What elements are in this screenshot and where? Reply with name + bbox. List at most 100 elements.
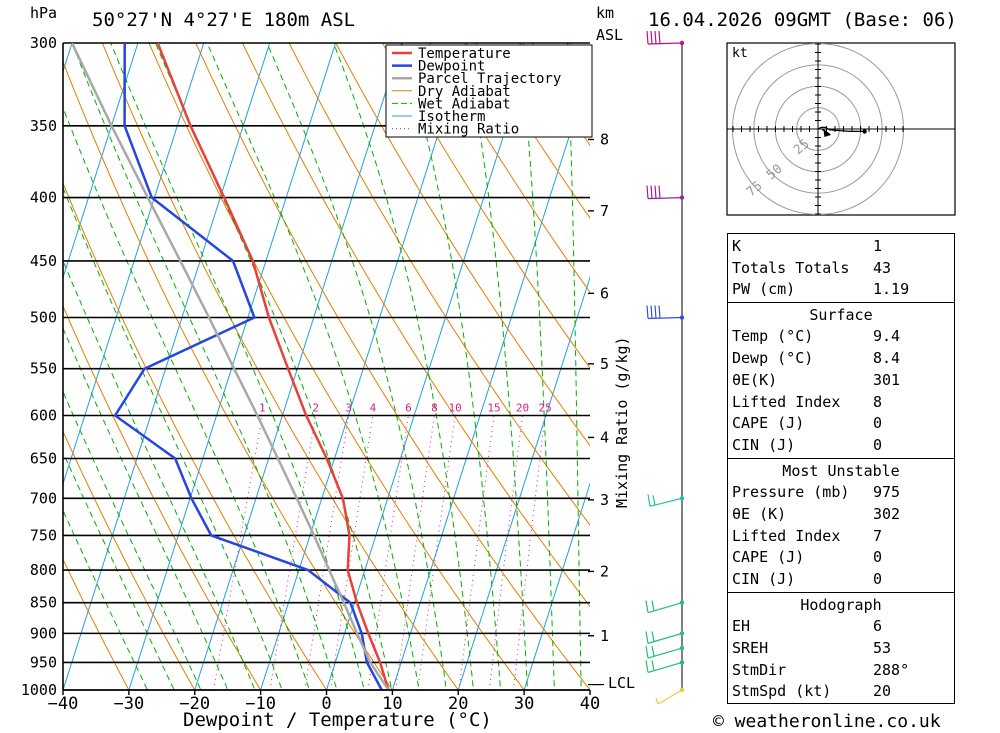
- pressure-tick-label: 750: [30, 526, 57, 544]
- wind-barb-shaft: [647, 647, 683, 659]
- isotherm-line: [523, 482, 590, 690]
- wind-barb: [655, 687, 685, 705]
- wind-barb-feather: [654, 305, 657, 319]
- wind-barb: [646, 30, 685, 46]
- wet-adiabat-line: [63, 327, 229, 690]
- wind-barb: [645, 600, 685, 614]
- legend-label: Dry Adiabat: [418, 84, 511, 100]
- mixing-ratio-axis-label: Mixing Ratio (g/kg): [613, 336, 631, 508]
- surface-row-value: 8.4: [873, 349, 901, 367]
- legend-label: Isotherm: [418, 109, 485, 125]
- wind-barb-shaft: [647, 602, 683, 614]
- mu-row-value: 975: [873, 483, 901, 501]
- isotherm-line: [128, 43, 337, 690]
- x-tick-label: 0: [321, 694, 331, 714]
- hodograph-unit-label: kt: [732, 46, 748, 61]
- wind-barb: [645, 631, 685, 644]
- pressure-tick-label: 300: [30, 34, 57, 52]
- hodograph-trace: [817, 126, 865, 132]
- wet-adiabat-line: [333, 43, 475, 690]
- index-pw-label: PW (cm): [732, 280, 796, 298]
- dry-adiabat-line: [63, 181, 328, 690]
- x-tick-label: −10: [245, 694, 276, 714]
- wind-barb-feather: [646, 30, 649, 45]
- x-tick-label: −40: [48, 694, 79, 714]
- pressure-tick-label: 550: [30, 360, 57, 378]
- mixing-ratio-label: 3: [345, 401, 352, 414]
- mixing-ratio-line: [304, 415, 350, 690]
- dry-adiabat-line: [63, 60, 394, 690]
- wet-adiabat-line: [63, 186, 283, 690]
- legend-box: [385, 44, 593, 138]
- surface-row-value: 9.4: [873, 327, 901, 345]
- hodo-row-value: 53: [873, 639, 892, 657]
- wind-barb-feather: [658, 185, 661, 199]
- surface-row-value: 0: [873, 414, 883, 432]
- wet-adiabat-line: [464, 43, 529, 690]
- wind-barb-shaft: [647, 632, 683, 644]
- pressure-tick-label: 500: [30, 309, 57, 327]
- dry-adiabat-line: [288, 43, 590, 526]
- surface-row-value: 0: [873, 436, 883, 454]
- mu-row-label: θE (K): [732, 505, 787, 523]
- hodo-row-value: 288°: [873, 661, 910, 679]
- wind-barb-feather: [655, 697, 659, 705]
- index-tt-value: 43: [873, 259, 892, 277]
- pressure-tick-label: 800: [30, 561, 57, 579]
- mixing-ratio-label: 15: [487, 401, 500, 414]
- axes: 3003504004505005506006507007508008509009…: [21, 34, 609, 714]
- isotherm-line: [63, 43, 139, 280]
- surface-row-label: CAPE (J): [732, 414, 805, 432]
- isotherm-line: [63, 43, 205, 486]
- legend-label: Wet Adiabat: [418, 96, 511, 112]
- mu-row-value: 0: [873, 570, 883, 588]
- mu-row-label: Lifted Index: [732, 527, 841, 545]
- wind-barb-feather: [650, 30, 653, 45]
- surface-row-label: Lifted Index: [732, 393, 841, 411]
- indices-box: K 1 Totals Totals 43 PW (cm) 1.19: [727, 233, 955, 303]
- legend-label: Parcel Trajectory: [418, 71, 561, 87]
- wind-barb-shaft: [647, 196, 683, 200]
- wind-barb-feather: [650, 305, 653, 319]
- height-ref-label: ASL: [596, 26, 623, 44]
- mixing-ratio-line: [367, 415, 409, 690]
- height-tick-label: 6: [600, 284, 609, 302]
- surface-row-value: 8: [873, 393, 883, 411]
- wind-barb-feather: [654, 185, 657, 199]
- wet-adiabat-line: [401, 43, 502, 690]
- wind-barb-dot: [679, 315, 685, 320]
- wet-adiabat-line: [567, 43, 582, 690]
- wind-barb-feather: [658, 30, 661, 45]
- hodograph-endpoint: [862, 129, 867, 134]
- isotherm-line: [63, 43, 271, 690]
- hodo-row-label: StmDir: [732, 661, 787, 679]
- surface-row-label: Temp (°C): [732, 327, 814, 345]
- mixing-ratio-label: 8: [431, 401, 438, 414]
- surface-row-value: 301: [873, 371, 901, 389]
- wet-adiabat-line: [110, 43, 365, 690]
- mu-row-value: 302: [873, 505, 901, 523]
- surface-box: Surface Temp (°C) 9.4 Dewp (°C) 8.4 θE(K…: [727, 302, 955, 459]
- x-tick-label: −30: [114, 694, 145, 714]
- dry-adiabat-line: [428, 43, 590, 294]
- pressure-unit-label: hPa: [30, 4, 57, 22]
- legend-label: Dewpoint: [418, 59, 485, 75]
- datetime-title: 16.04.2026 09GMT (Base: 06): [648, 9, 957, 31]
- height-tick-label: 1: [600, 627, 609, 645]
- mixing-ratio-label: 6: [405, 401, 412, 414]
- wind-barb: [646, 185, 685, 200]
- mu-row-value: 7: [873, 527, 883, 545]
- dry-adiabat-line: [241, 43, 590, 608]
- height-tick-label: 8: [600, 130, 609, 148]
- wet-adiabat-line: [154, 43, 393, 690]
- wind-barb-feather: [654, 30, 657, 45]
- wind-barb-feather: [646, 305, 649, 319]
- pressure-tick-label: 950: [30, 653, 57, 671]
- pressure-tick-label: 450: [30, 252, 57, 270]
- wind-barb-feather: [650, 185, 653, 199]
- series-line-parcel-trajectory: [70, 43, 390, 690]
- profile-lines: [70, 43, 390, 690]
- dry-adiabat-line: [475, 43, 590, 219]
